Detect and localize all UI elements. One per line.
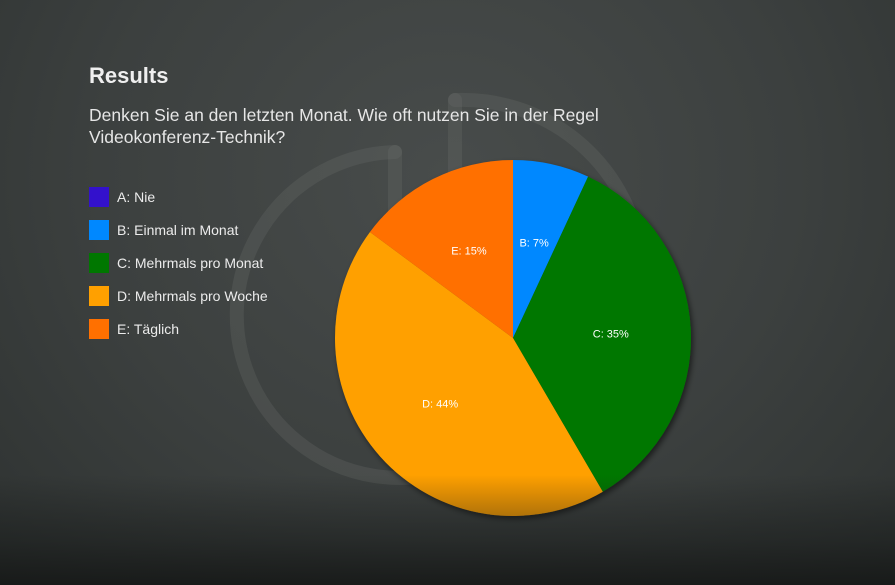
legend-label: A: Nie	[117, 188, 156, 205]
legend-swatch	[89, 219, 109, 240]
slice-label: C: 35%	[593, 328, 629, 340]
legend-swatch	[89, 186, 109, 207]
legend-label: D: Mehrmals pro Woche	[117, 287, 268, 304]
pie-slice	[513, 176, 691, 492]
legend-label: E: Täglich	[117, 320, 179, 337]
results-title: Results	[89, 63, 169, 88]
pie-slice	[334, 232, 603, 517]
pie-slice	[513, 160, 589, 338]
legend-label: B: Einmal im Monat	[117, 221, 239, 238]
legend-item-e: E: Täglich	[89, 312, 268, 345]
chart-legend: A: Nie B: Einmal im Monat C: Mehrmals pr…	[89, 180, 268, 345]
pie-slice	[369, 160, 513, 338]
slice-label: B: 7%	[519, 237, 549, 249]
legend-item-d: D: Mehrmals pro Woche	[89, 279, 268, 312]
legend-item-a: A: Nie	[89, 180, 268, 213]
slice-label: E: 15%	[451, 246, 487, 258]
legend-label: C: Mehrmals pro Monat	[117, 254, 264, 271]
slice-label: D: 44%	[422, 398, 458, 410]
legend-swatch	[89, 318, 109, 339]
legend-swatch	[89, 252, 109, 273]
survey-question: Denken Sie an den letzten Monat. Wie oft…	[89, 105, 599, 147]
legend-item-b: B: Einmal im Monat	[89, 213, 268, 246]
legend-swatch	[89, 285, 109, 306]
legend-item-c: C: Mehrmals pro Monat	[89, 246, 268, 279]
